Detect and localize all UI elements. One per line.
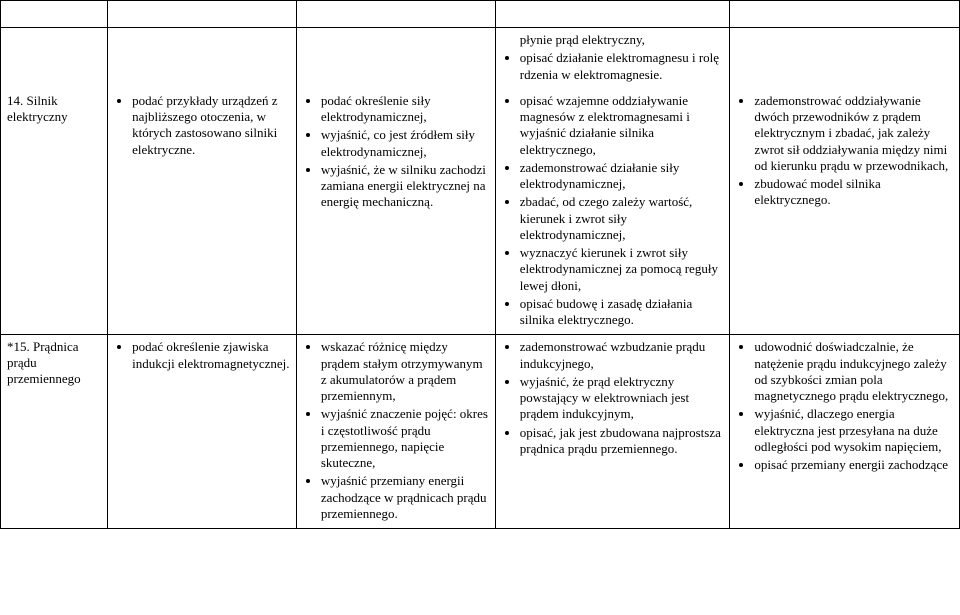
bullet-list: podać określenie siły elektrodynamicznej… xyxy=(303,93,489,211)
list-item: opisać wzajemne oddziaływanie magnesów z… xyxy=(520,93,724,158)
cell-empty xyxy=(730,1,960,28)
list-item: zademonstrować wzbudzanie prądu indukcyj… xyxy=(520,339,724,372)
cell-empty xyxy=(108,1,297,28)
cell-col4: zademonstrować wzbudzanie prądu indukcyj… xyxy=(495,335,730,529)
topic-label: *15. Prądnica prądu przemiennego xyxy=(7,339,81,386)
cell-col5: zademonstrować oddziaływanie dwóch przew… xyxy=(730,89,960,335)
list-item: zademonstrować oddziaływanie dwóch przew… xyxy=(754,93,953,174)
list-item: zbudować model silnika elektrycznego. xyxy=(754,176,953,209)
cell-empty xyxy=(495,1,730,28)
cell-topic: 14. Silnik elektryczny xyxy=(1,89,108,335)
cell-col5: udowodnić doświadczalnie, że natężenie p… xyxy=(730,335,960,529)
list-item: wyjaśnić, że w silniku zachodzi zamiana … xyxy=(321,162,489,211)
bullet-list: zademonstrować oddziaływanie dwóch przew… xyxy=(736,93,953,209)
bullet-list: podać określenie zjawiska indukcji elekt… xyxy=(114,339,290,372)
list-item: wyznaczyć kierunek i zwrot siły elektrod… xyxy=(520,245,724,294)
bullet-list: opisać wzajemne oddziaływanie magnesów z… xyxy=(502,93,724,329)
table-row-continuation: płynie prąd elektryczny, opisać działani… xyxy=(1,28,960,89)
list-item: opisać, jak jest zbudowana najprostsza p… xyxy=(520,425,724,458)
bullet-list: zademonstrować wzbudzanie prądu indukcyj… xyxy=(502,339,724,457)
cell-col4-continuation: płynie prąd elektryczny, opisać działani… xyxy=(495,28,730,89)
list-item: wyjaśnić przemiany energii zachodzące w … xyxy=(321,473,489,522)
list-item: wyjaśnić znaczenie pojęć: okres i często… xyxy=(321,406,489,471)
list-item: płynie prąd elektryczny, xyxy=(520,32,724,48)
cell-topic: *15. Prądnica prądu przemiennego xyxy=(1,335,108,529)
table-row: *15. Prądnica prądu przemiennego podać o… xyxy=(1,335,960,529)
list-item: podać określenie siły elektrodynamicznej… xyxy=(321,93,489,126)
list-item: opisać budowę i zasadę działania silnika… xyxy=(520,296,724,329)
list-item: wyjaśnić, co jest źródłem siły elektrody… xyxy=(321,127,489,160)
cell-col3: wskazać różnicę między prądem stałym otr… xyxy=(296,335,495,529)
bullet-list: płynie prąd elektryczny, opisać działani… xyxy=(502,32,724,83)
list-item: wyjaśnić, że prąd elektryczny powstający… xyxy=(520,374,724,423)
cell-topic-empty xyxy=(1,28,108,89)
cell-col3-empty xyxy=(296,28,495,89)
cell-empty xyxy=(1,1,108,28)
cell-empty xyxy=(296,1,495,28)
list-item: udowodnić doświadczalnie, że natężenie p… xyxy=(754,339,953,404)
cell-col5-empty xyxy=(730,28,960,89)
cell-col4: opisać wzajemne oddziaływanie magnesów z… xyxy=(495,89,730,335)
table-row: 14. Silnik elektryczny podać przykłady u… xyxy=(1,89,960,335)
cell-col2: podać określenie zjawiska indukcji elekt… xyxy=(108,335,297,529)
list-item: zademonstrować działanie siły elektrodyn… xyxy=(520,160,724,193)
cell-col2: podać przykłady urządzeń z najbliższego … xyxy=(108,89,297,335)
table-empty-row-top xyxy=(1,1,960,28)
bullet-list: wskazać różnicę między prądem stałym otr… xyxy=(303,339,489,522)
list-item: podać określenie zjawiska indukcji elekt… xyxy=(132,339,290,372)
list-item: wskazać różnicę między prądem stałym otr… xyxy=(321,339,489,404)
bullet-list: udowodnić doświadczalnie, że natężenie p… xyxy=(736,339,953,473)
bullet-list: podać przykłady urządzeń z najbliższego … xyxy=(114,93,290,158)
cell-col3: podać określenie siły elektrodynamicznej… xyxy=(296,89,495,335)
list-item: wyjaśnić, dlaczego energia elektryczna j… xyxy=(754,406,953,455)
list-item: zbadać, od czego zależy wartość, kierune… xyxy=(520,194,724,243)
list-item: opisać przemiany energii zachodzące xyxy=(754,457,953,473)
list-item: podać przykłady urządzeń z najbliższego … xyxy=(132,93,290,158)
list-item: opisać działanie elektromagnesu i rolę r… xyxy=(520,50,724,83)
cell-col2-empty xyxy=(108,28,297,89)
topic-label: 14. Silnik elektryczny xyxy=(7,93,68,124)
curriculum-table: płynie prąd elektryczny, opisać działani… xyxy=(0,0,960,529)
